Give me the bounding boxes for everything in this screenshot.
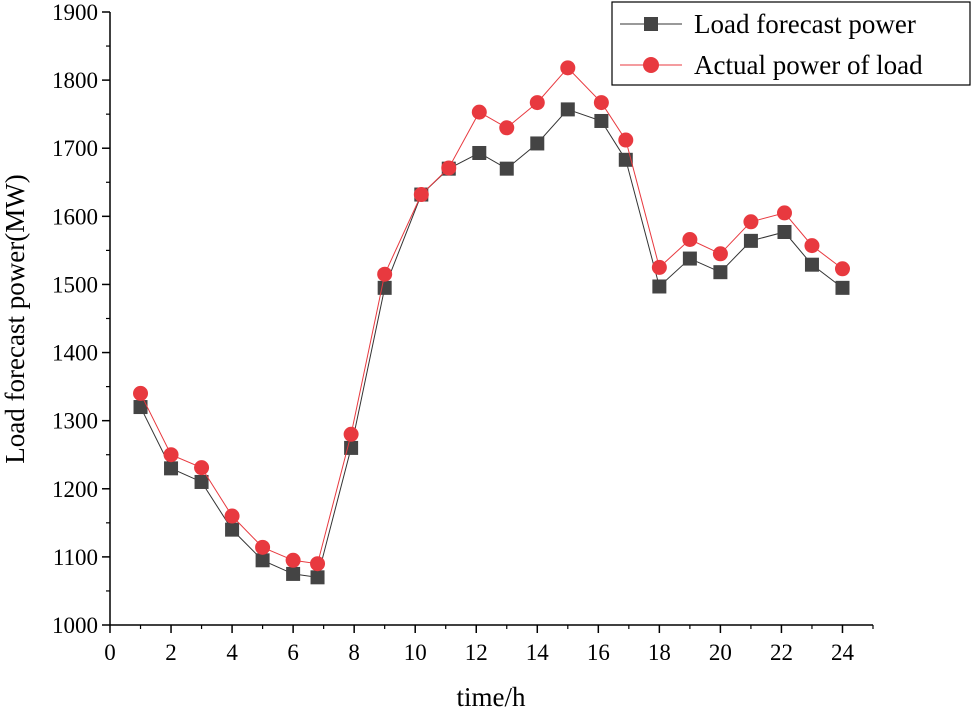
data-point-forecast <box>777 224 792 239</box>
y-tick-label: 1700 <box>52 136 98 161</box>
data-point-actual <box>804 238 820 254</box>
x-tick-label: 2 <box>165 640 177 665</box>
y-tick-label: 1600 <box>52 204 98 229</box>
data-point-actual <box>377 266 393 282</box>
y-tick-label: 1000 <box>52 613 98 638</box>
data-point-actual <box>343 426 359 442</box>
data-point-forecast <box>164 461 179 476</box>
y-tick-label: 1100 <box>53 545 98 570</box>
data-point-actual <box>529 95 545 111</box>
data-point-actual <box>471 104 487 120</box>
data-point-actual <box>682 231 698 247</box>
data-point-forecast <box>133 400 148 415</box>
legend-box <box>611 1 971 86</box>
legend-label-actual: Actual power of load <box>694 50 923 80</box>
data-point-actual <box>194 460 210 476</box>
y-tick-label: 1900 <box>52 0 98 25</box>
data-point-forecast <box>225 522 240 537</box>
axes: 1000 1100 1200 1300 1400 1500 1600 1700 1800 1900… <box>52 0 874 665</box>
data-point-forecast <box>804 257 819 272</box>
data-point-actual <box>499 120 515 136</box>
data-point-forecast <box>472 145 487 160</box>
legend-label-forecast: Load forecast power <box>694 9 916 39</box>
data-point-forecast <box>194 474 209 489</box>
data-point-forecast <box>286 566 301 581</box>
data-point-forecast <box>835 280 850 295</box>
plot-area <box>133 60 850 585</box>
y-tick-label: 1300 <box>52 409 98 434</box>
data-point-forecast <box>713 265 728 280</box>
x-tick-label: 14 <box>526 640 550 665</box>
data-point-forecast <box>743 233 758 248</box>
data-point-actual <box>285 552 301 568</box>
data-point-forecast <box>682 251 697 266</box>
data-point-actual <box>163 447 179 463</box>
y-tick-label: 1400 <box>52 341 98 366</box>
x-tick-label: 22 <box>770 640 793 665</box>
x-tick-label: 12 <box>465 640 488 665</box>
data-point-forecast <box>310 570 325 585</box>
y-tick-label: 1800 <box>52 68 98 93</box>
x-axis-label: time/h <box>457 682 526 712</box>
series-line-forecast <box>140 108 843 578</box>
data-point-actual <box>224 508 240 524</box>
data-point-actual <box>560 60 576 76</box>
x-tick-label: 16 <box>587 640 610 665</box>
data-point-forecast <box>560 102 575 117</box>
x-tick-label: 6 <box>287 640 299 665</box>
x-tick-label: 10 <box>404 640 427 665</box>
data-point-actual <box>593 95 609 111</box>
data-point-forecast <box>377 280 392 295</box>
data-point-forecast <box>499 161 514 176</box>
y-tick-label: 1500 <box>52 272 98 297</box>
data-point-actual <box>618 132 634 148</box>
x-tick-label: 4 <box>226 640 238 665</box>
y-tick-label: 1200 <box>52 477 98 502</box>
x-tick-label: 18 <box>648 640 671 665</box>
data-point-actual <box>310 556 326 572</box>
data-point-forecast <box>255 553 270 568</box>
data-point-forecast <box>344 440 359 455</box>
legend: Load forecast power Actual power of load <box>611 1 971 86</box>
data-point-actual <box>834 261 850 277</box>
data-point-actual <box>776 205 792 221</box>
x-tick-label: 8 <box>348 640 360 665</box>
x-tick-label: 0 <box>104 640 116 665</box>
x-tick-label: 20 <box>709 640 732 665</box>
data-point-forecast <box>652 279 667 294</box>
data-point-actual <box>743 214 759 230</box>
data-point-forecast <box>594 113 609 128</box>
x-tick-label: 24 <box>831 640 855 665</box>
data-point-actual <box>441 160 457 176</box>
data-point-forecast <box>530 136 545 151</box>
series-line-actual <box>140 67 843 565</box>
data-point-actual <box>133 385 149 401</box>
data-point-actual <box>413 187 429 203</box>
data-point-actual <box>651 259 667 275</box>
data-point-forecast <box>618 152 633 167</box>
data-point-actual <box>712 246 728 262</box>
data-point-actual <box>255 539 271 555</box>
legend-marker-forecast <box>644 17 658 31</box>
y-axis-label: Load forecast power(MW) <box>0 174 30 463</box>
legend-marker-actual <box>643 57 659 73</box>
